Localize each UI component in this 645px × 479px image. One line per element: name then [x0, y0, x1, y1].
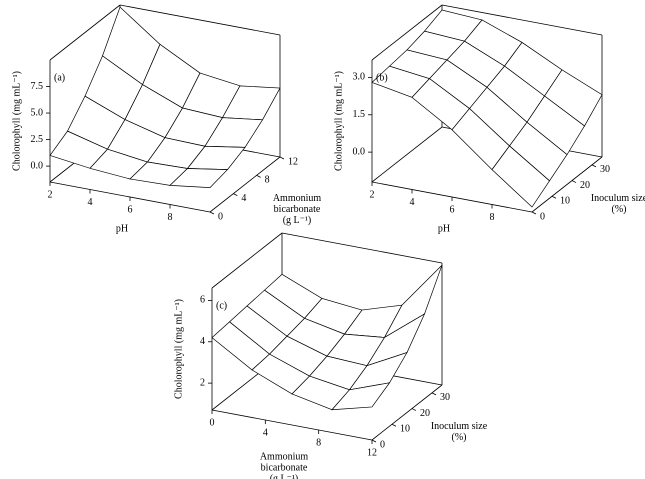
x-tick-label: 6	[450, 204, 455, 215]
x-axis-label: (g L⁻¹)	[270, 473, 299, 479]
y-axis-label: (g L⁻¹)	[283, 215, 312, 226]
y-tick	[411, 408, 417, 411]
x-tick-label: 4	[410, 197, 415, 208]
y-tick-label: 20	[420, 408, 430, 419]
surface-cell	[491, 145, 550, 208]
y-tick	[551, 195, 557, 199]
box-edge	[371, 384, 443, 441]
y-tick-label: 30	[600, 164, 610, 175]
z-axis-label: Cholorophyll (mg mL⁻¹)	[173, 299, 184, 399]
x-axis-label: Ammonium	[260, 451, 309, 462]
y-tick-label: 20	[580, 180, 590, 191]
z-axis-label: Cholorophyll (mg mL⁻¹)	[333, 71, 344, 171]
y-tick-label: 12	[288, 156, 298, 167]
box-edge	[119, 4, 281, 36]
box-edge	[49, 4, 121, 61]
x-axis-label: pH	[116, 223, 128, 234]
surface-cell	[169, 168, 229, 188]
z-tick-label: 3.0	[353, 72, 366, 83]
y-tick-label: 30	[440, 392, 450, 403]
y-tick-label: 10	[560, 196, 570, 207]
y-tick-label: 0	[540, 211, 545, 222]
x-tick-label: 12	[367, 447, 377, 458]
y-tick	[233, 193, 238, 197]
x-axis-label: bicarbonate	[261, 462, 308, 473]
box-edge	[209, 156, 281, 213]
panel-label: (a)	[54, 72, 65, 83]
z-tick-label: 7.5	[31, 81, 44, 92]
y-axis-label: Inoculum size	[431, 421, 488, 432]
z-tick-label: 0.0	[353, 146, 366, 157]
panel-label: (b)	[376, 72, 388, 83]
x-tick-label: 2	[48, 189, 53, 200]
y-tick	[571, 180, 577, 183]
surface-cell	[331, 382, 391, 411]
z-tick-label: 1.5	[353, 109, 366, 120]
z-tick-label: 2	[200, 377, 205, 388]
y-tick	[531, 211, 537, 215]
y-axis-label: bicarbonate	[274, 204, 321, 215]
y-axis-label: (%)	[452, 432, 467, 443]
x-tick-label: 2	[370, 189, 375, 200]
y-tick-label: 8	[265, 175, 270, 186]
box-edge	[371, 126, 443, 183]
y-tick-label: 4	[241, 193, 246, 204]
x-tick-label: 0	[210, 417, 215, 428]
y-tick	[391, 423, 397, 427]
x-tick-label: 8	[316, 437, 321, 448]
x-tick-label: 4	[88, 197, 93, 208]
y-tick-label: 10	[400, 424, 410, 435]
y-tick	[431, 392, 437, 396]
y-tick-label: 0	[218, 211, 223, 222]
y-tick	[256, 174, 261, 178]
box-edge	[371, 4, 443, 61]
y-tick	[591, 164, 597, 168]
box-edge	[281, 232, 443, 264]
panel-label: (c)	[216, 300, 227, 311]
box-edge	[441, 4, 603, 36]
x-tick-label: 8	[168, 212, 173, 223]
x-tick-label: 8	[490, 212, 495, 223]
box-edge	[211, 409, 373, 441]
y-tick	[371, 439, 377, 443]
z-tick-label: 6	[200, 295, 205, 306]
box-edge	[211, 232, 283, 289]
z-tick-label: 2.5	[31, 134, 44, 145]
z-tick-label: 0.0	[31, 160, 44, 171]
y-tick	[279, 156, 285, 160]
y-axis-label: Inoculum size	[591, 193, 645, 204]
y-axis-label: (%)	[612, 204, 627, 215]
x-tick-label: 6	[128, 204, 133, 215]
z-tick-label: 4	[200, 336, 205, 347]
y-axis-label: Ammonium	[273, 193, 322, 204]
z-axis-label: Cholorophyll (mg mL⁻¹)	[11, 71, 22, 171]
z-tick-label: 5.0	[31, 107, 44, 118]
box-edge	[531, 156, 603, 213]
x-axis-label: pH	[438, 223, 450, 234]
x-tick-label: 4	[263, 427, 268, 438]
y-tick	[209, 211, 215, 215]
y-tick-label: 0	[380, 439, 385, 450]
